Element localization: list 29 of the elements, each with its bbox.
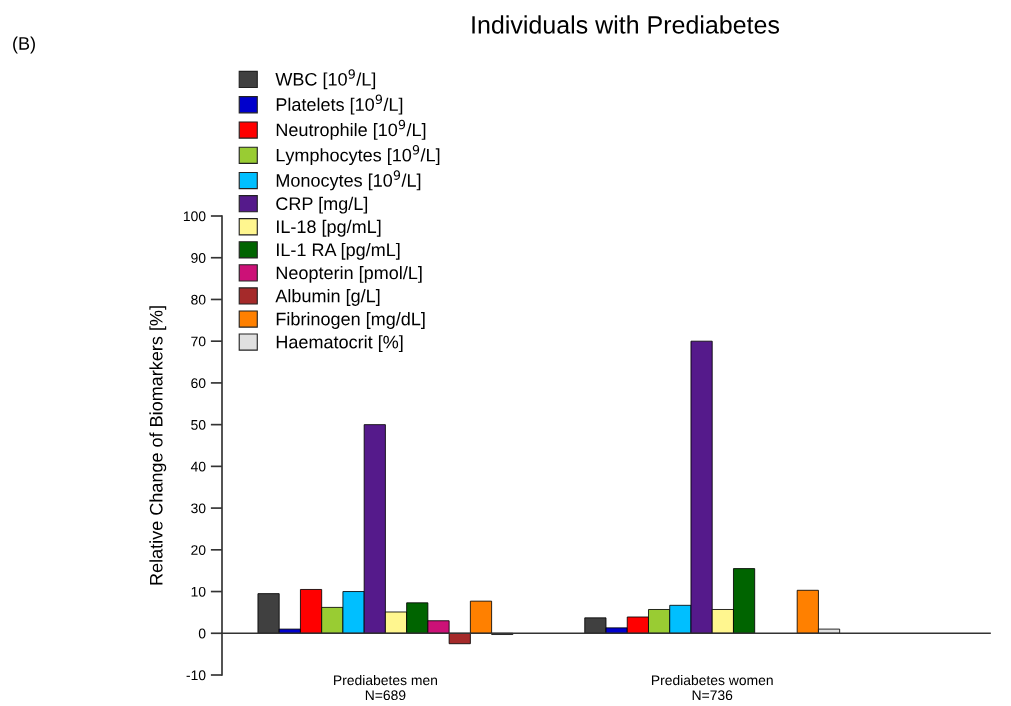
- legend-label: Albumin [g/L]: [275, 289, 380, 306]
- y-tick-label: 60: [191, 378, 206, 389]
- y-tick-label: 90: [191, 253, 206, 263]
- y-tick-label: 80: [191, 294, 206, 305]
- x-tick-label: Prediabetes women N=736: [651, 674, 773, 701]
- y-axis-title: Relative Change of Biomarkers [%]: [149, 306, 167, 585]
- legend-label: Platelets [10$^{9}$/L]: [276, 94, 403, 115]
- y-tick-label: 30: [191, 503, 206, 514]
- y-tick-label: 100: [183, 211, 206, 222]
- legend-label: CRP [mg/L]: [276, 196, 368, 214]
- y-tick-label: 40: [190, 461, 206, 472]
- legend-label: Haematocrit [%]: [276, 335, 403, 353]
- y-tick-label: 50: [191, 419, 206, 430]
- x-tick-label: Prediabetes men N=689: [334, 674, 438, 701]
- chart-title: Individuals with Prediabetes: [472, 15, 780, 34]
- legend-label: Neutrophile [10$^{9}$/L]: [276, 119, 426, 140]
- y-tick-label: 10: [191, 586, 206, 597]
- legend-label: WBC [10$^{9}$/L]: [275, 69, 376, 90]
- y-tick-label: 0: [198, 628, 206, 639]
- legend-label: Lymphocytes [10$^{9}$/L]: [276, 145, 440, 166]
- y-tick-label: -10: [186, 670, 206, 681]
- legend-label: IL-18 [pg/mL]: [277, 219, 381, 237]
- y-tick-label: 20: [191, 545, 206, 555]
- text: (B): [13, 36, 35, 54]
- y-tick-label: 70: [191, 336, 206, 347]
- legend-label: IL-1 RA [pg/mL]: [277, 242, 400, 260]
- legend-label: Fibrinogen [mg/dL]: [276, 312, 425, 329]
- legend-label: Neopterin [pmol/L]: [276, 265, 422, 283]
- legend-label: Monocytes [10$^{9}$/L]: [276, 170, 421, 191]
